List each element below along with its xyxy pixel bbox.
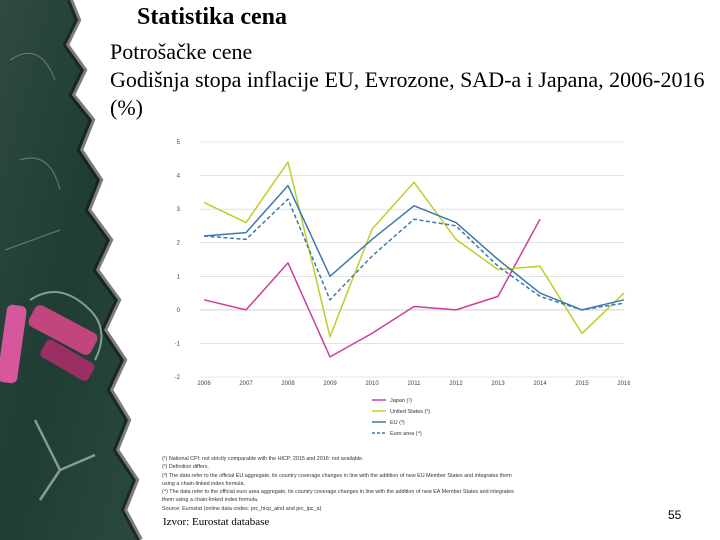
footnote: (²) Definition differs. bbox=[162, 464, 209, 471]
footnotes: (¹) National CPI: not strictly comparabl… bbox=[162, 455, 582, 513]
x-tick-label: 2012 bbox=[449, 381, 463, 387]
y-tick-label: -2 bbox=[175, 375, 181, 381]
series-line bbox=[203, 161, 625, 338]
legend-label: Euro area (⁴) bbox=[390, 430, 422, 437]
y-tick-label: 0 bbox=[177, 308, 181, 314]
x-tick-label: 2007 bbox=[239, 381, 253, 387]
slide-title: Statistika cena bbox=[137, 4, 287, 30]
footnote: (⁴) The data refer to the official euro … bbox=[162, 489, 514, 496]
footnote: (³) The data refer to the official EU ag… bbox=[162, 472, 512, 479]
series-line bbox=[203, 198, 625, 311]
y-tick-label: 4 bbox=[177, 174, 181, 180]
legend-label: EU (³) bbox=[390, 420, 405, 426]
x-tick-label: 2009 bbox=[323, 381, 337, 387]
series-line bbox=[203, 184, 625, 311]
x-tick-label: 2011 bbox=[408, 381, 422, 387]
y-tick-label: 5 bbox=[177, 140, 181, 146]
page-number: 55 bbox=[668, 508, 682, 522]
y-tick-label: -1 bbox=[175, 341, 181, 347]
x-tick-label: 2010 bbox=[365, 381, 379, 387]
x-tick-label: 2006 bbox=[197, 381, 211, 387]
x-tick-label: 2013 bbox=[491, 381, 505, 387]
footnote: Source: Eurostat (online data codes: prc… bbox=[162, 505, 322, 512]
x-tick-label: 2008 bbox=[281, 381, 295, 387]
x-tick-label: 2014 bbox=[533, 381, 547, 387]
y-tick-label: 1 bbox=[177, 274, 181, 280]
footnote: them using a chain-linked index formula. bbox=[162, 497, 259, 504]
chart-heading: Godišnja stopa inflacije EU, Evrozone, S… bbox=[110, 67, 705, 120]
series-line bbox=[203, 218, 541, 358]
x-tick-label: 2016 bbox=[617, 381, 630, 387]
y-tick-label: 2 bbox=[177, 241, 181, 247]
x-tick-label: 2015 bbox=[575, 381, 589, 387]
chalk-stick-icon bbox=[0, 304, 27, 384]
footnote: (¹) National CPI: not strictly comparabl… bbox=[162, 456, 364, 462]
source-note: Izvor: Eurostat database bbox=[163, 516, 270, 528]
legend-label: United States (²) bbox=[390, 409, 430, 415]
y-tick-label: 3 bbox=[177, 207, 181, 213]
footnote: using a chain-linked index formula. bbox=[162, 480, 246, 487]
chalk-stick-icon bbox=[28, 305, 98, 355]
legend-label: Japan (¹) bbox=[390, 398, 412, 404]
slide-subtitle: Potrošačke cene bbox=[110, 39, 253, 64]
chalk-stick-icon bbox=[40, 339, 95, 381]
chalkboard-decoration bbox=[0, 0, 143, 540]
inflation-line-chart: -2 -1 0 1 2 3 4 5 2006 2007 2008 2009 2010 2011 2012 20… bbox=[175, 140, 630, 437]
